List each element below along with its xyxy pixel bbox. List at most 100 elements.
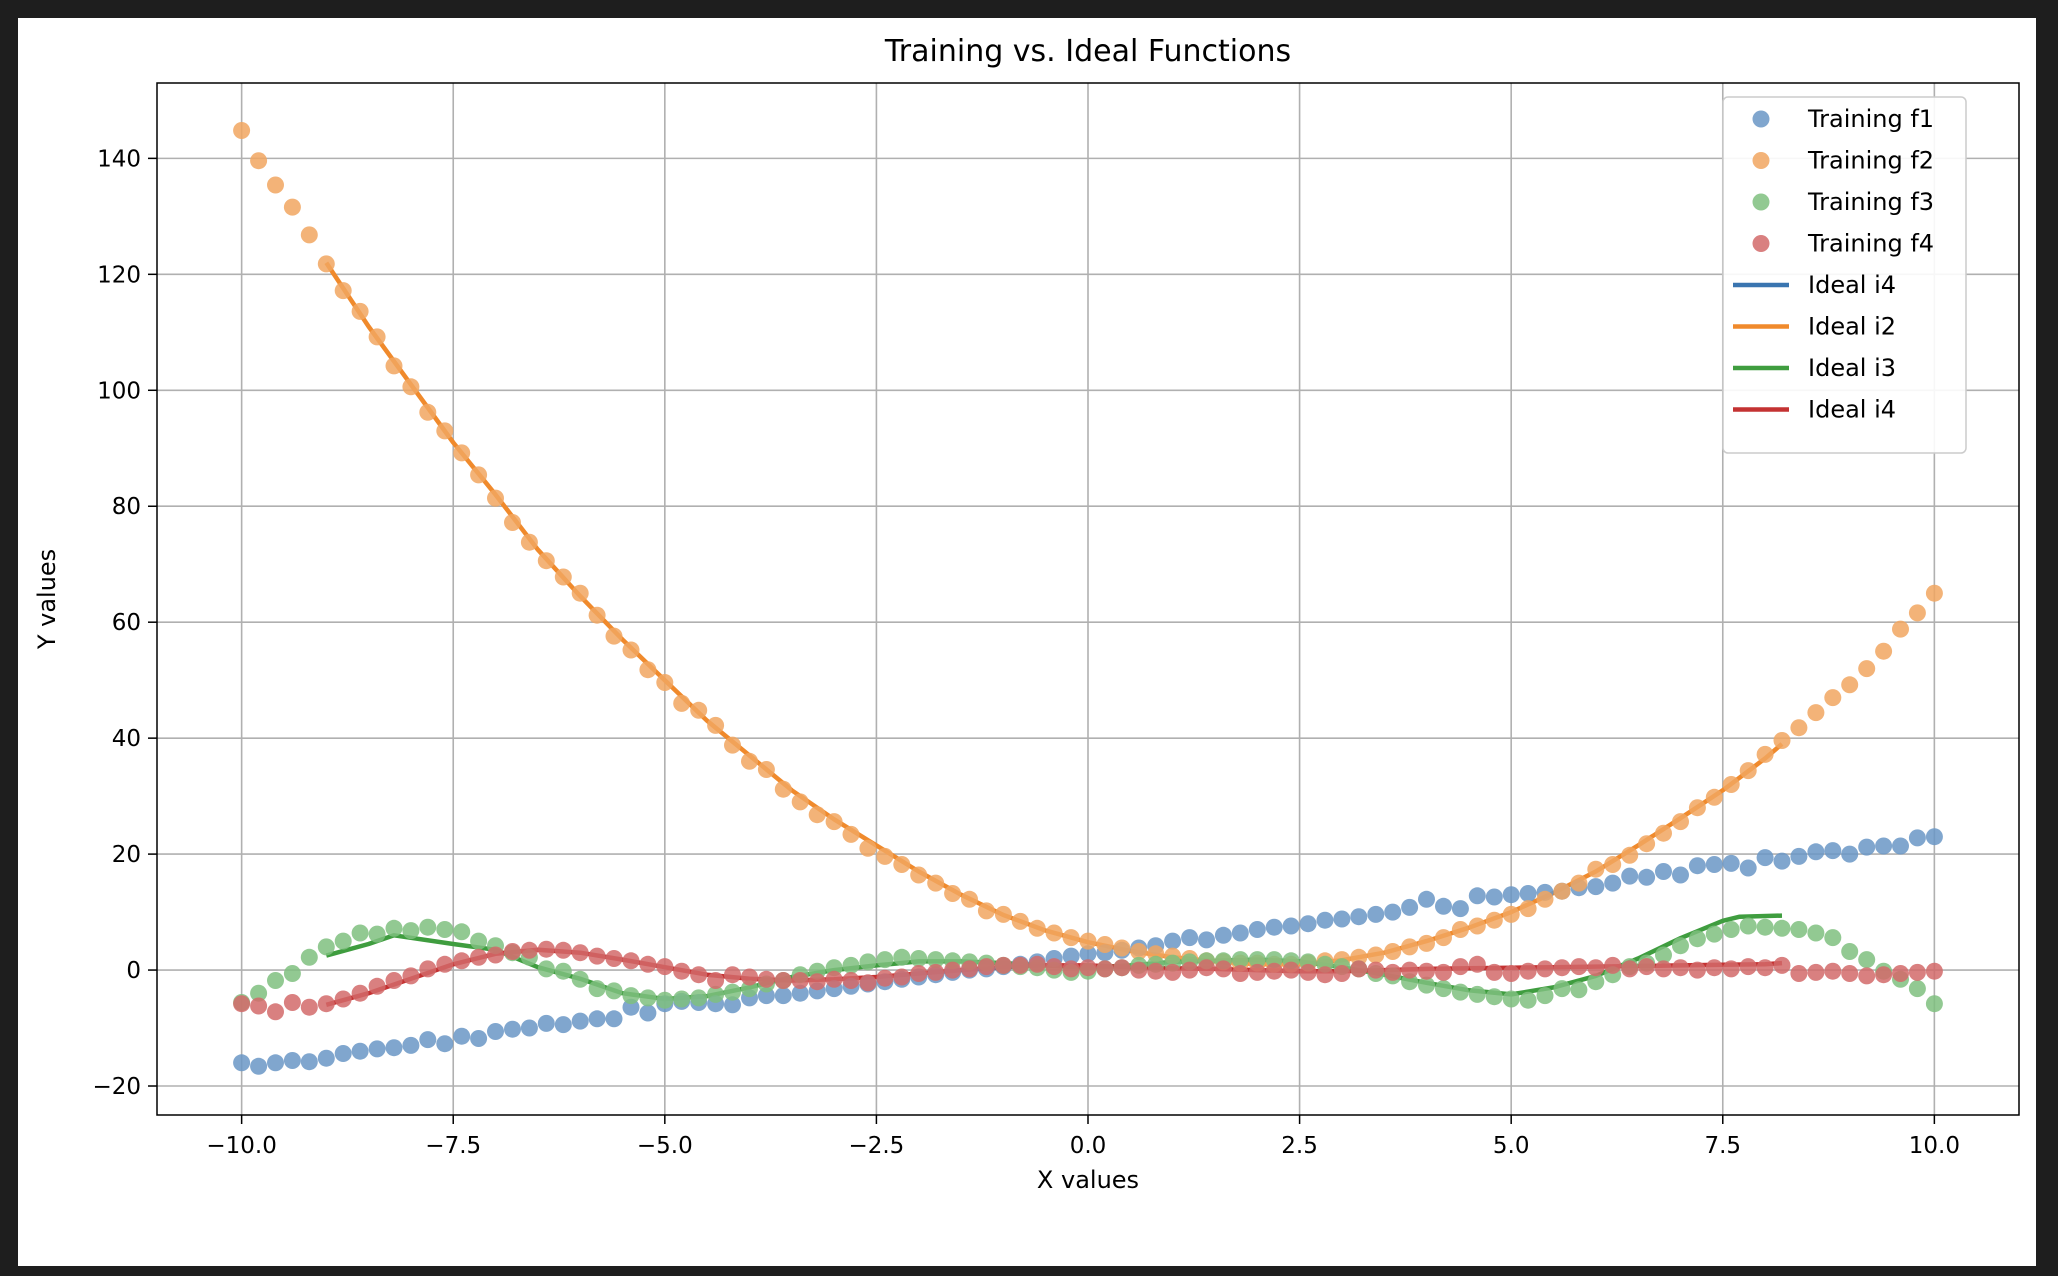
data-point: [1028, 955, 1046, 973]
data-point: [1265, 918, 1283, 936]
data-point: [1468, 917, 1486, 935]
legend-box: [1722, 96, 1967, 454]
x-tick-label: 10.0: [1909, 1133, 1960, 1159]
data-point: [1790, 965, 1808, 982]
data-point: [1908, 604, 1926, 622]
data-point: [571, 584, 589, 602]
x-tick-label: −7.5: [425, 1133, 481, 1159]
data-point: [267, 972, 284, 989]
data-point: [1198, 931, 1215, 949]
data-point: [1418, 890, 1435, 908]
legend-item: Ideal i4: [1733, 271, 1896, 299]
data-point: [893, 856, 911, 873]
data-point: [1773, 852, 1791, 870]
data-point: [622, 952, 640, 970]
legend-label: Training f2: [1807, 147, 1934, 175]
data-point: [1350, 908, 1368, 926]
data-point: [1925, 962, 1943, 980]
y-tick-label: 60: [112, 610, 141, 636]
data-point: [1722, 921, 1740, 938]
data-point: [1248, 963, 1266, 981]
data-point: [1672, 866, 1689, 884]
data-point: [1722, 776, 1740, 793]
data-point: [267, 1054, 284, 1072]
data-point: [1655, 946, 1672, 964]
data-point: [1096, 960, 1114, 978]
legend-item: Training f1: [1752, 105, 1934, 133]
data-point: [1824, 929, 1842, 947]
data-point: [1502, 905, 1520, 923]
y-tick-label: 40: [112, 726, 141, 752]
data-point: [1350, 960, 1368, 978]
chart: −10.0 −7.5 −5.0 −2.5 0.0 2.5 5.0 7.5 10.0 −20 0 20…: [33, 34, 2020, 1194]
data-point: [334, 282, 352, 300]
data-point: [656, 991, 674, 1009]
data-point: [1655, 960, 1672, 978]
data-point: [1536, 987, 1554, 1005]
data-point: [1401, 898, 1419, 916]
data-point: [250, 997, 268, 1015]
y-axis-ticks: −20 0 20 40 60 80 100 120 140: [92, 146, 157, 1100]
data-point: [385, 1039, 403, 1057]
data-point: [588, 980, 606, 998]
data-point: [1892, 620, 1909, 638]
data-point: [1418, 962, 1435, 980]
data-point: [436, 1035, 454, 1053]
data-point: [385, 357, 403, 375]
data-point: [1181, 961, 1199, 979]
data-point: [876, 969, 894, 987]
data-point: [250, 1057, 268, 1075]
data-point: [791, 972, 809, 989]
data-point: [1468, 887, 1486, 905]
data-point: [1604, 874, 1622, 892]
data-point: [537, 1014, 555, 1032]
data-point: [1147, 962, 1165, 980]
data-point: [1705, 925, 1723, 943]
data-point: [1130, 961, 1148, 979]
data-point: [1435, 980, 1452, 998]
data-point: [368, 925, 386, 943]
legend-item: Training f3: [1752, 188, 1934, 216]
legend-marker: [1752, 110, 1770, 128]
data-point: [419, 918, 437, 936]
data-point: [977, 958, 995, 976]
training-points: [233, 122, 1943, 1075]
data-point: [1519, 900, 1537, 918]
data-point: [1858, 838, 1876, 856]
data-point: [554, 941, 572, 959]
data-point: [1028, 919, 1046, 937]
y-axis-label: Y values: [33, 549, 61, 650]
data-point: [300, 1053, 318, 1071]
data-point: [1502, 886, 1520, 904]
data-point: [605, 982, 623, 1000]
data-point: [1181, 929, 1199, 947]
data-point: [1502, 965, 1520, 982]
data-point: [1773, 732, 1791, 749]
data-point: [1925, 828, 1943, 846]
data-point: [1451, 900, 1469, 918]
data-point: [1468, 985, 1486, 1003]
data-point: [1401, 961, 1419, 979]
grid: [157, 83, 2019, 1115]
data-point: [1198, 959, 1215, 977]
data-point: [554, 962, 572, 980]
data-point: [300, 226, 318, 244]
data-point: [1858, 951, 1876, 969]
data-point: [639, 661, 657, 679]
data-point: [1265, 962, 1283, 980]
x-tick-label: −5.0: [637, 1133, 693, 1159]
data-point: [741, 752, 758, 770]
data-point: [1418, 976, 1435, 994]
data-point: [1011, 912, 1029, 930]
data-point: [1096, 936, 1114, 953]
data-point: [571, 970, 589, 988]
data-point: [1248, 921, 1266, 938]
data-point: [1892, 837, 1909, 855]
data-point: [1858, 967, 1876, 985]
data-point: [1688, 961, 1706, 979]
data-point: [724, 996, 741, 1014]
y-tick-label: 80: [112, 494, 141, 520]
data-point: [724, 966, 741, 984]
data-point: [1164, 932, 1182, 950]
